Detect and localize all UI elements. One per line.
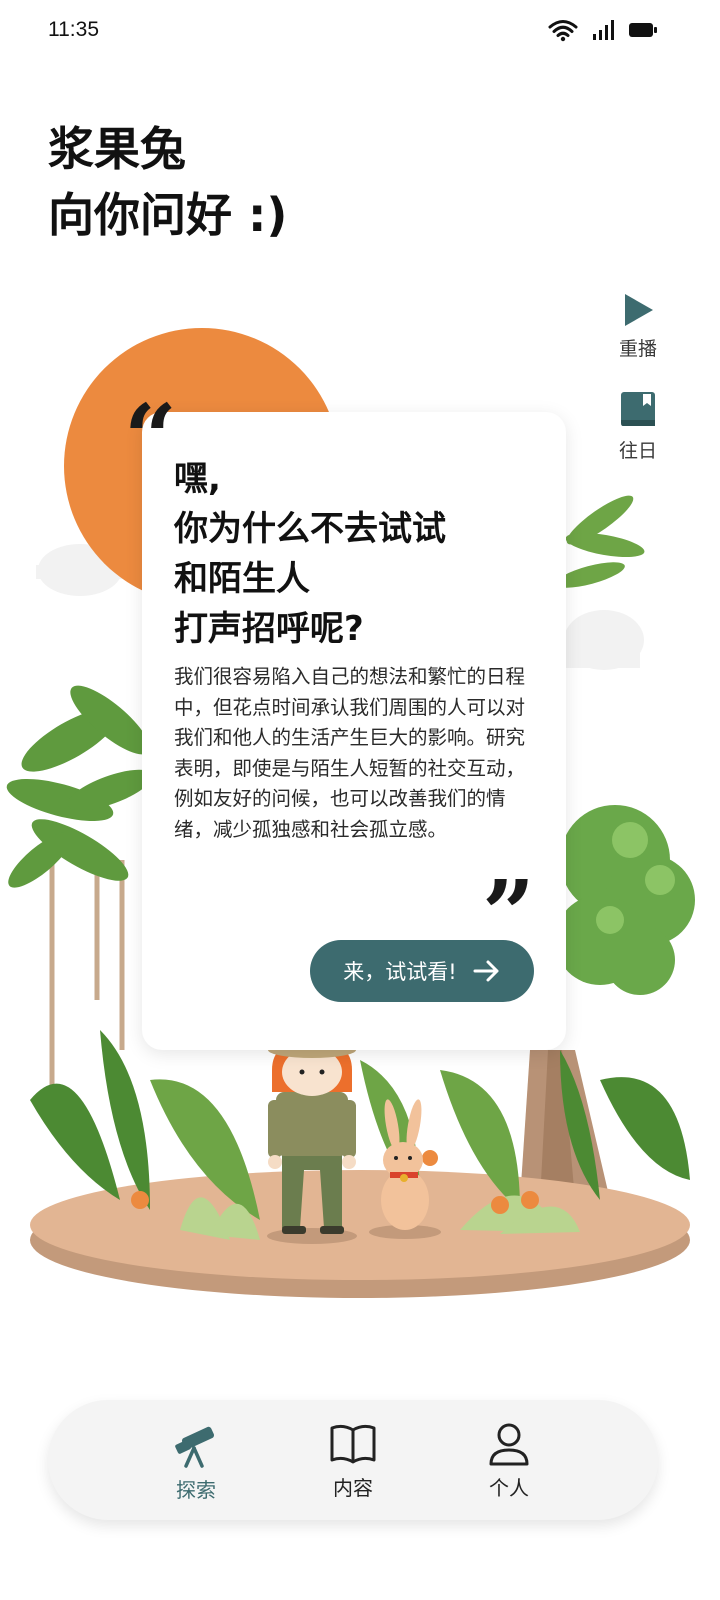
history-label: 往日	[618, 440, 657, 462]
replay-button[interactable]: 重播	[612, 292, 664, 361]
nav-label-profile: 个人	[489, 1476, 529, 1500]
try-it-button[interactable]: 来，试试看!	[310, 940, 534, 1002]
book-icon	[621, 392, 655, 426]
card-title: 嘿, 你为什么不去试试 和陌生人 打声招呼呢?	[174, 454, 534, 654]
explorer-character	[267, 1028, 357, 1244]
card-title-line: 嘿,	[174, 459, 221, 499]
nav-label-content: 内容	[333, 1476, 373, 1500]
arrow-right-icon	[473, 960, 499, 982]
card-body-text: 我们很容易陷入自己的想法和繁忙的日程中，但花点时间承认我们周围的人可以对我们和他…	[174, 665, 526, 841]
person-icon	[489, 1423, 529, 1466]
history-button[interactable]: 往日	[612, 390, 664, 463]
book-open-icon	[330, 1424, 376, 1464]
signal-icon	[593, 20, 614, 40]
wifi-icon	[548, 20, 578, 42]
nav-item-content[interactable]: 内容	[308, 1422, 398, 1501]
card-title-line: 和陌生人	[174, 559, 310, 599]
card-title-line: 你为什么不去试试	[174, 509, 446, 549]
try-it-label: 来，试试看!	[343, 960, 457, 984]
nav-item-explore[interactable]: 探索	[151, 1422, 241, 1503]
nav-label-explore: 探索	[176, 1478, 216, 1502]
forest-illustration	[6, 495, 695, 1298]
plants-dark	[30, 1030, 690, 1210]
plants-light	[180, 1195, 580, 1240]
telescope-icon	[175, 1426, 215, 1468]
palm-leaves-left	[6, 685, 153, 888]
replay-label: 重播	[618, 338, 657, 360]
bamboo-leaves-right	[555, 495, 645, 588]
battery-icon	[629, 23, 657, 37]
greeting-heading: 浆果兔 向你问好 :)	[48, 116, 287, 248]
greeting-line-2: 向你问好 :)	[48, 188, 288, 242]
status-icons	[548, 18, 658, 42]
bottom-nav: 探索 内容 个人	[48, 1400, 658, 1520]
greeting-line-1: 浆果兔	[48, 122, 186, 176]
rabbit-character	[369, 1099, 441, 1239]
flowers	[131, 1150, 539, 1214]
open-quote-icon: “	[124, 384, 177, 492]
cloud-right	[560, 610, 644, 670]
status-bar: 11:35	[0, 0, 720, 60]
card-title-line: 打声招呼呢?	[174, 609, 364, 649]
status-time: 11:35	[48, 18, 99, 41]
play-icon	[625, 294, 653, 326]
nav-item-profile[interactable]: 个人	[464, 1422, 554, 1501]
